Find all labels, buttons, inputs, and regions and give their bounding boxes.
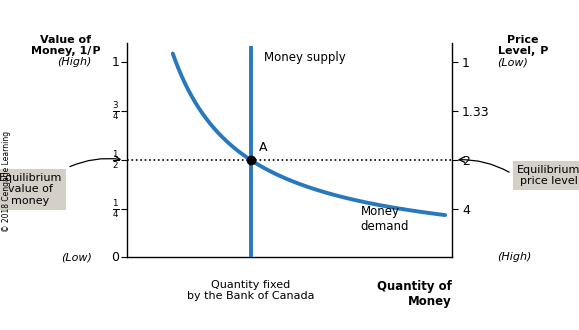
Text: Money supply: Money supply <box>263 51 345 64</box>
Text: Price: Price <box>507 35 538 45</box>
Text: 0: 0 <box>111 251 119 264</box>
Text: $\frac{1}{2}$: $\frac{1}{2}$ <box>112 149 119 171</box>
Text: (Low): (Low) <box>61 252 91 262</box>
Text: (Low): (Low) <box>497 57 528 67</box>
Text: Equilibrium
value of
money: Equilibrium value of money <box>0 173 62 206</box>
Text: Value of: Value of <box>40 35 91 45</box>
Text: Money, 1/ P: Money, 1/ P <box>31 46 101 55</box>
Text: Quantity of
Money: Quantity of Money <box>377 280 452 308</box>
Text: (High): (High) <box>497 252 532 262</box>
Text: $\frac{3}{4}$: $\frac{3}{4}$ <box>112 100 119 122</box>
Text: Quantity fixed
by the Bank of Canada: Quantity fixed by the Bank of Canada <box>187 280 314 301</box>
Text: (High): (High) <box>57 57 91 67</box>
Text: Equilibrium
price level: Equilibrium price level <box>517 165 579 186</box>
Text: $\frac{1}{4}$: $\frac{1}{4}$ <box>112 198 119 219</box>
Text: © 2018 Cengage Learning: © 2018 Cengage Learning <box>2 131 12 232</box>
Text: Level,  P: Level, P <box>498 46 548 55</box>
Text: A: A <box>259 142 267 154</box>
Text: Money
demand: Money demand <box>361 205 409 233</box>
Text: 1: 1 <box>111 56 119 69</box>
